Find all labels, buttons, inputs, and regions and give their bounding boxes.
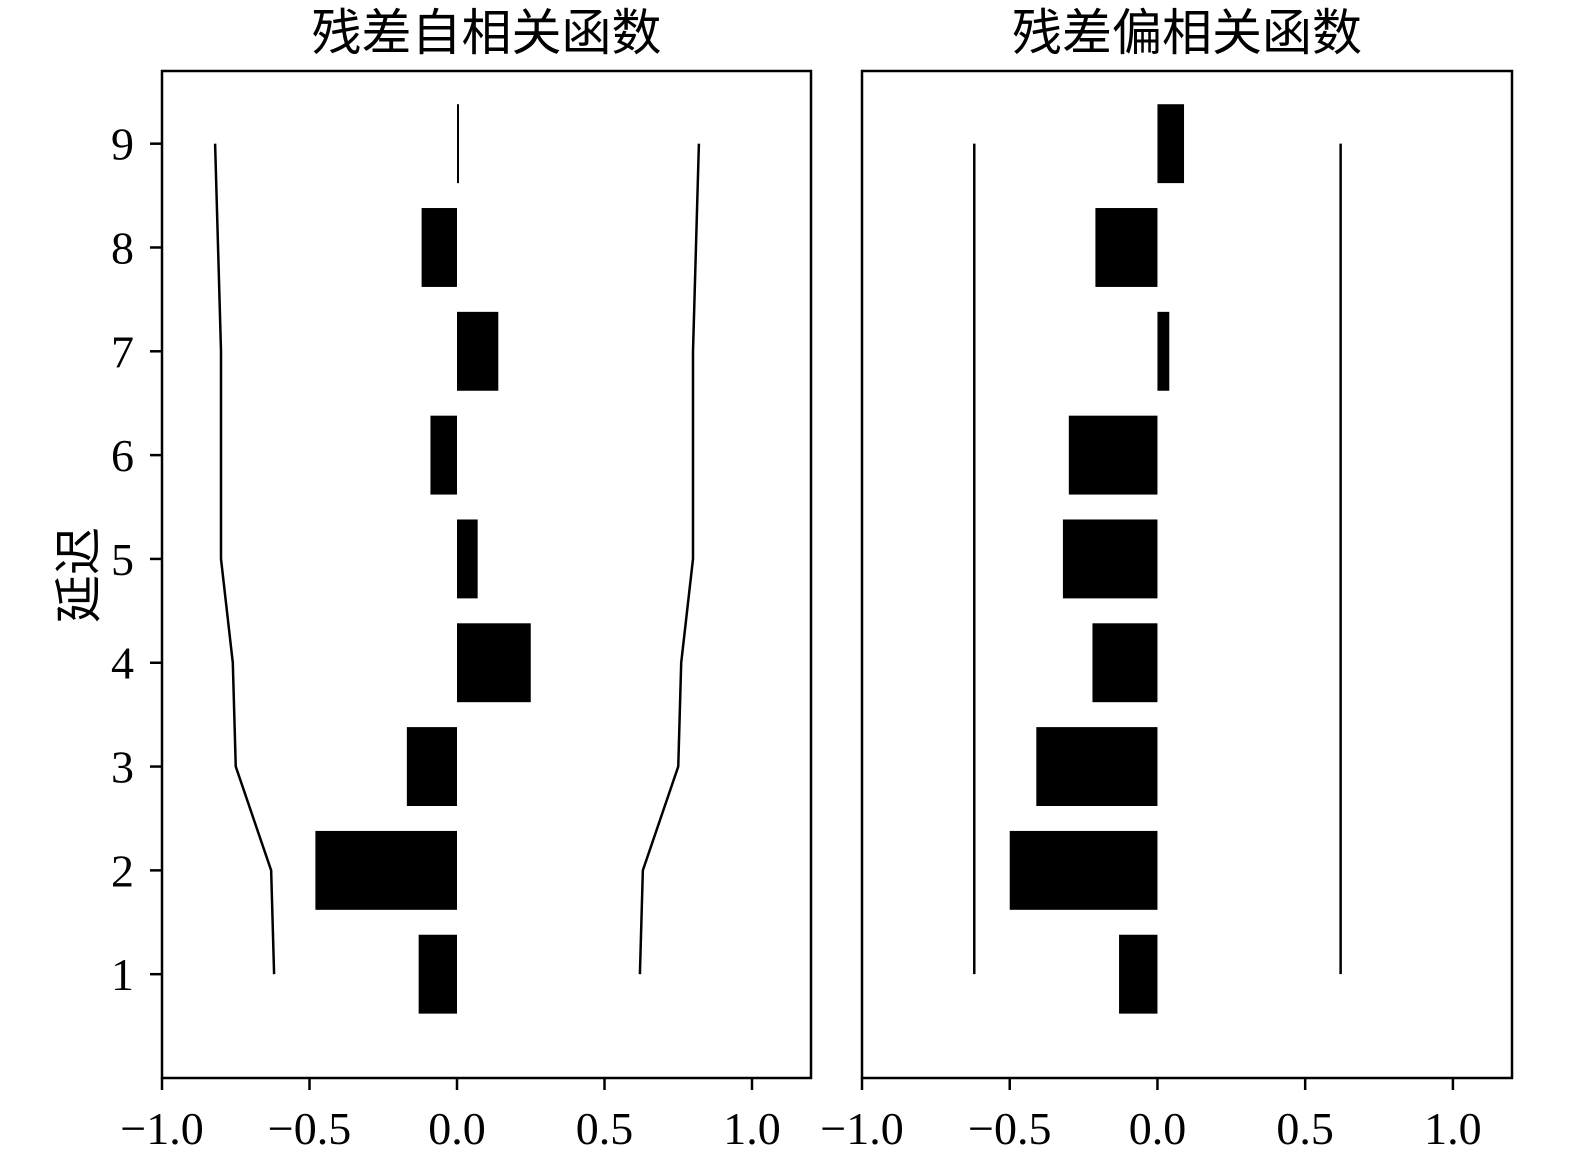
acf-x-tick-label: 1.0 bbox=[723, 1103, 781, 1154]
pacf-bar-lag-7 bbox=[1157, 311, 1170, 391]
pacf-plot-frame bbox=[860, 69, 1514, 1080]
acf-x-tick-label: −1.0 bbox=[120, 1103, 203, 1154]
acf-y-tick-label: 7 bbox=[111, 326, 134, 377]
pacf-bar-lag-9 bbox=[1157, 104, 1185, 184]
acf-y-tick-label: 5 bbox=[111, 534, 134, 585]
acf-confidence-upper bbox=[638, 143, 701, 975]
pacf-x-tick-label: −0.5 bbox=[968, 1103, 1051, 1154]
pacf-x-tick-label: −1.0 bbox=[820, 1103, 903, 1154]
acf-bar-lag-6 bbox=[430, 415, 457, 495]
acf-title: 残差自相关函数 bbox=[312, 4, 662, 62]
acf-bar-lag-7 bbox=[457, 311, 499, 391]
acf-bar-lag-1 bbox=[418, 934, 457, 1014]
acf-x-tick-label: 0.5 bbox=[576, 1103, 634, 1154]
pacf-x-tick-label: 0.5 bbox=[1276, 1103, 1334, 1154]
acf-bar-lag-3 bbox=[406, 727, 457, 807]
acf-x-tick-label: −0.5 bbox=[268, 1103, 351, 1154]
pacf-bar-lag-2 bbox=[1009, 830, 1158, 910]
acf-bar-lag-8 bbox=[421, 208, 457, 287]
pacf-bar-lag-3 bbox=[1036, 727, 1158, 807]
acf-bar-lag-4 bbox=[457, 623, 531, 703]
acf-y-tick-label: 1 bbox=[111, 949, 134, 1000]
acf-confidence-lower bbox=[213, 143, 276, 975]
pacf-x-tick-label: 0.0 bbox=[1129, 1103, 1187, 1154]
acf-y-tick-label: 9 bbox=[111, 119, 134, 170]
pacf-bar-lag-6 bbox=[1068, 415, 1158, 495]
acf-y-tick-label: 2 bbox=[111, 845, 134, 896]
acf-y-tick-label: 8 bbox=[111, 222, 134, 273]
pacf-bar-lag-5 bbox=[1062, 519, 1158, 599]
y-axis-label: 延迟 bbox=[51, 527, 107, 623]
acf-y-tick-label: 3 bbox=[111, 742, 134, 793]
acf-y-tick-label: 6 bbox=[111, 430, 134, 481]
pacf-bar-lag-4 bbox=[1092, 623, 1158, 703]
pacf-panel: 残差偏相关函数 −1.0 −0.5 0.0 0.5 1.0 bbox=[820, 4, 1514, 1154]
pacf-bar-lag-1 bbox=[1119, 934, 1158, 1014]
acf-bar-lag-9 bbox=[457, 104, 459, 184]
acf-bar-lag-2 bbox=[315, 830, 457, 910]
pacf-bar-lag-8 bbox=[1095, 208, 1158, 287]
acf-x-tick-label: 0.0 bbox=[428, 1103, 486, 1154]
acf-plot-frame bbox=[160, 69, 813, 1080]
acf-y-tick-label: 4 bbox=[111, 638, 134, 689]
pacf-x-tick-label: 1.0 bbox=[1424, 1103, 1482, 1154]
pacf-title: 残差偏相关函数 bbox=[1012, 4, 1362, 62]
acf-panel: 残差自相关函数 −1.0 −0.5 0.0 0.5 1.0 1 2 3 4 5 6 7 8 9 bbox=[111, 4, 813, 1154]
acf-bar-lag-5 bbox=[457, 519, 478, 599]
